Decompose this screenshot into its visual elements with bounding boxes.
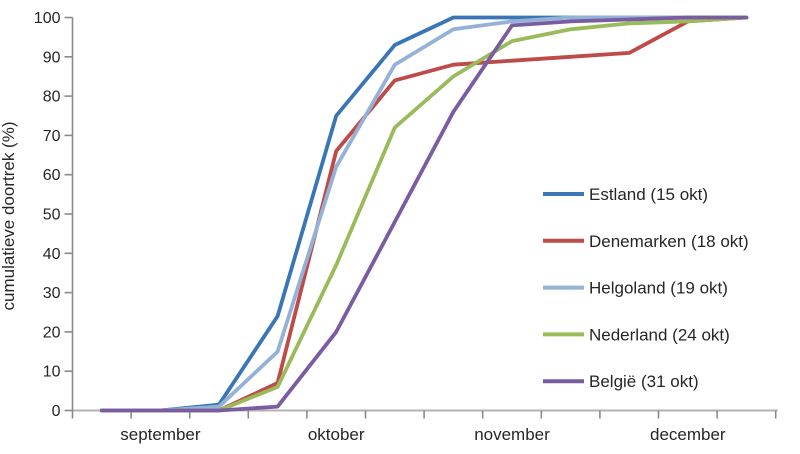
series-line-nederland-24-okt [99, 15, 749, 413]
legend-label: Nederland (24 okt) [589, 325, 730, 344]
x-axis-label-oktober: oktober [308, 425, 365, 444]
y-tick-label: 40 [43, 246, 61, 263]
series-line-belgi-31-okt [99, 15, 749, 413]
legend-label: België (31 okt) [589, 372, 699, 391]
legend-label: Helgoland (19 okt) [589, 279, 728, 298]
y-tick-label: 30 [43, 285, 61, 302]
y-tick-label: 50 [43, 207, 61, 224]
series-lines [99, 15, 749, 413]
legend-item-estland-15-okt: Estland (15 okt) [543, 185, 708, 204]
y-tick-label: 70 [43, 128, 61, 145]
x-axis-label-september: september [120, 425, 201, 444]
axes: 0 10 20 30 40 50 60 70 80 90 100 september oktober no… [34, 10, 778, 444]
y-tick-label: 10 [43, 364, 61, 381]
y-tick-label: 20 [43, 324, 61, 341]
y-tick-label: 60 [43, 167, 61, 184]
y-axis-title: cumulatieve doortrek (%) [0, 122, 18, 311]
legend-label: Denemarken (18 okt) [589, 232, 749, 251]
series-line-denemarken-18-okt [99, 15, 749, 413]
y-tick-label: 0 [52, 403, 61, 420]
series-line-helgoland-19-okt [99, 15, 749, 413]
y-tick-label: 90 [43, 49, 61, 66]
legend-item-nederland-24-okt: Nederland (24 okt) [543, 325, 730, 344]
legend: Estland (15 okt) Denemarken (18 okt) Helgo… [543, 185, 749, 391]
y-tick-label: 100 [34, 10, 61, 27]
legend-item-helgoland-19-okt: Helgoland (19 okt) [543, 279, 728, 298]
legend-label: Estland (15 okt) [589, 185, 708, 204]
series-line-estland-15-okt [99, 15, 749, 413]
x-axis-label-november: november [474, 425, 550, 444]
x-axis-label-december: december [650, 425, 726, 444]
legend-item-belgi-31-okt: België (31 okt) [543, 372, 699, 391]
y-tick-label: 80 [43, 89, 61, 106]
legend-item-denemarken-18-okt: Denemarken (18 okt) [543, 232, 749, 251]
